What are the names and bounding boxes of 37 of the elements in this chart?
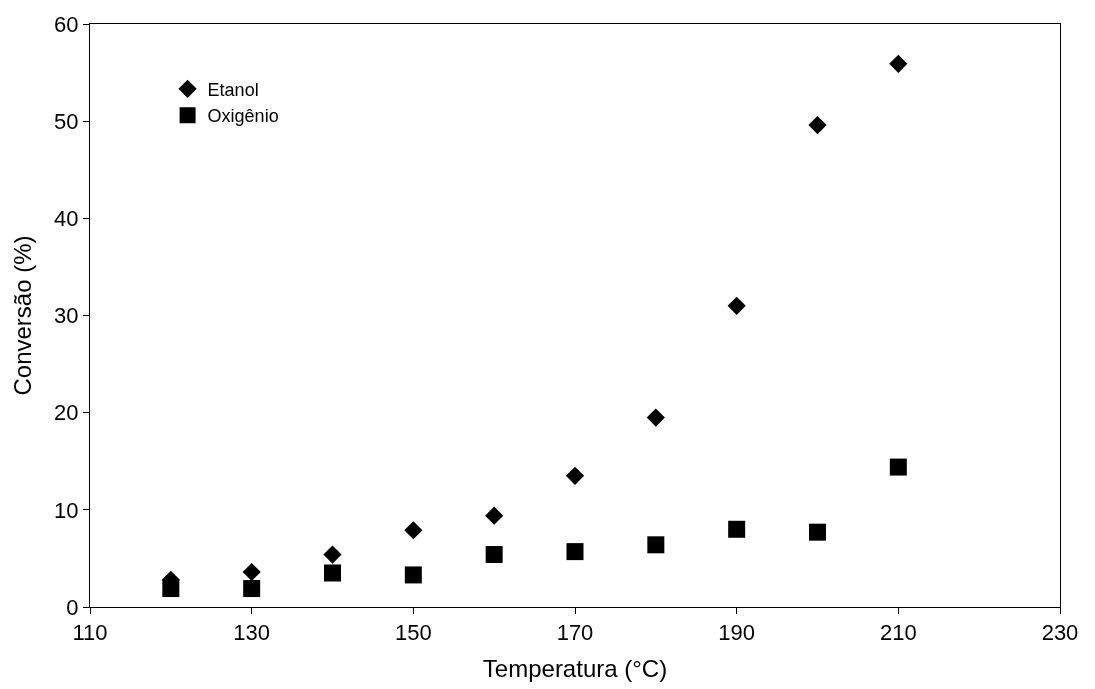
legend-label: Etanol [207,79,259,100]
x-tick-label: 230 [1041,620,1079,646]
point [323,545,342,564]
point [727,296,746,315]
point [324,564,341,582]
y-axis-title: Conversão (%) [9,235,37,396]
y-tick-label: 60 [54,11,79,37]
x-tick-label: 170 [556,620,594,646]
y-tick-label: 0 [66,594,79,620]
y-tick-label: 20 [54,400,79,426]
point [889,458,907,476]
point [647,536,665,554]
x-tick-label: 150 [394,620,432,646]
point [404,566,422,584]
x-tick-label: 130 [233,620,271,646]
point [162,580,180,598]
point [242,562,261,582]
point [809,523,826,541]
point [565,466,585,485]
point [243,580,261,598]
y-tick-label: 30 [54,303,79,329]
point [889,54,908,73]
y-tick-label: 10 [54,497,79,523]
point [646,408,665,427]
legend-label: Oxigênio [207,106,279,127]
point [404,521,423,540]
x-tick-label: 110 [72,620,108,646]
x-tick-label: 210 [879,620,917,646]
x-tick-label: 190 [718,620,756,646]
y-tick-label: 40 [54,206,79,232]
point [808,115,827,135]
x-axis-title: Temperatura (°C) [482,654,668,682]
point [566,543,584,561]
point [728,520,746,538]
point [485,506,504,525]
y-tick-label: 50 [54,108,79,134]
point [485,546,503,564]
